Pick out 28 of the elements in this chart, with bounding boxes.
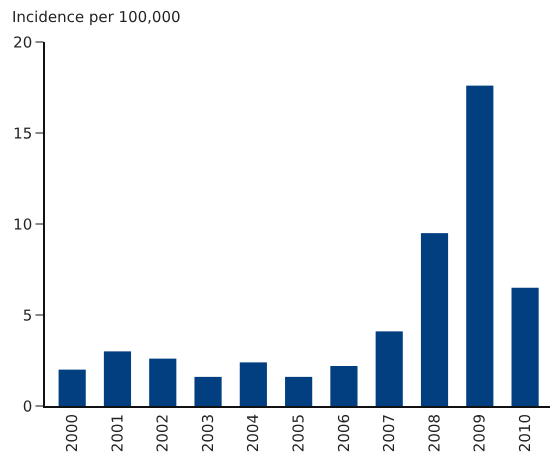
x-tick-label: 2000	[63, 414, 82, 452]
bar	[149, 358, 176, 406]
x-tick-label: 2005	[290, 414, 308, 452]
x-tick-label: 2004	[244, 414, 262, 452]
x-tick-label: 2008	[425, 414, 444, 452]
bar	[376, 331, 403, 406]
y-tick-label: 0	[22, 397, 32, 416]
y-tick-label: 20	[13, 33, 32, 52]
bar	[330, 366, 358, 406]
bar	[58, 370, 86, 406]
x-tick-label: 2006	[334, 414, 353, 452]
bar	[104, 351, 132, 406]
x-tick-label: 2003	[198, 414, 217, 452]
x-tick-label: 2001	[108, 414, 126, 452]
y-tick-label: 10	[13, 215, 32, 234]
y-tick-label: 15	[13, 124, 32, 142]
bar	[194, 376, 222, 406]
y-axis-title: Incidence per 100,000	[12, 8, 181, 26]
y-tick-label: 5	[22, 306, 32, 324]
x-tick-label: 2007	[380, 414, 398, 452]
bar	[285, 376, 312, 406]
x-tick-label: 2010	[516, 414, 534, 452]
bar	[466, 86, 494, 406]
bar	[240, 362, 267, 406]
x-tick-label: 2009	[470, 414, 489, 452]
x-tick-label: 2002	[154, 414, 172, 452]
bar	[512, 288, 539, 406]
bar	[420, 233, 448, 406]
